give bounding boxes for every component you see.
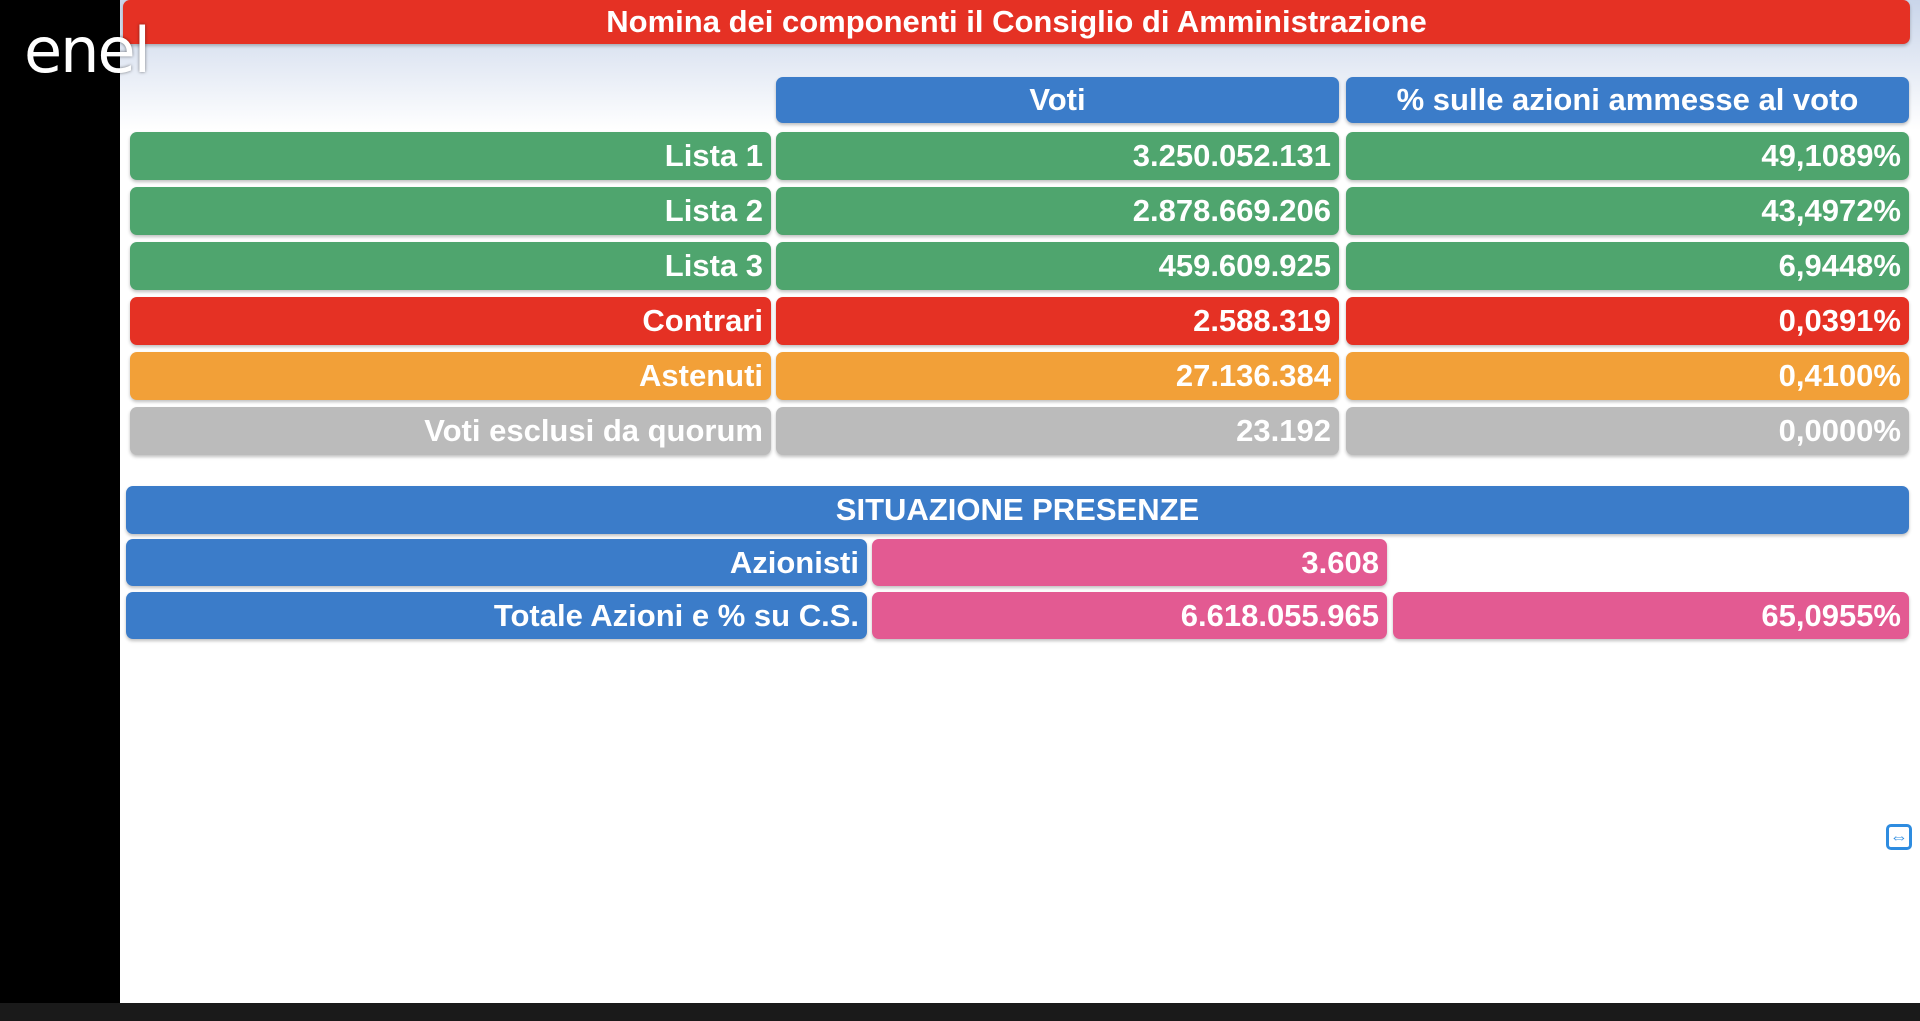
row-percent-lista-1: 49,1089% [1346, 132, 1909, 180]
row-votes-lista-2: 2.878.669.206 [776, 187, 1339, 235]
row-votes-lista-1: 3.250.052.131 [776, 132, 1339, 180]
header-percent: % sulle azioni ammesse al voto [1346, 77, 1909, 123]
total-shares-percent: 65,0955% [1393, 592, 1909, 639]
enel-logo: enel [24, 14, 151, 87]
row-percent-lista-2: 43,4972% [1346, 187, 1909, 235]
row-label-lista-1: Lista 1 [130, 132, 771, 180]
row-votes-contrari: 2.588.319 [776, 297, 1339, 345]
row-votes-lista-3: 459.609.925 [776, 242, 1339, 290]
row-percent-contrari: 0,0391% [1346, 297, 1909, 345]
presence-title: SITUAZIONE PRESENZE [126, 486, 1909, 534]
header-votes: Voti [776, 77, 1339, 123]
row-label-lista-2: Lista 2 [130, 187, 771, 235]
shareholders-value: 3.608 [872, 539, 1387, 586]
row-votes-astenuti: 27.136.384 [776, 352, 1339, 400]
row-label-astenuti: Astenuti [130, 352, 771, 400]
total-shares-value: 6.618.055.965 [872, 592, 1387, 639]
total-shares-label: Totale Azioni e % su C.S. [126, 592, 867, 639]
row-percent-astenuti: 0,4100% [1346, 352, 1909, 400]
shareholders-label: Azionisti [126, 539, 867, 586]
row-label-lista-3: Lista 3 [130, 242, 771, 290]
row-percent-lista-3: 6,9448% [1346, 242, 1909, 290]
row-label-contrari: Contrari [130, 297, 771, 345]
page-title: Nomina dei componenti il Consiglio di Am… [123, 0, 1910, 44]
row-label-voti-esclusi: Voti esclusi da quorum [130, 407, 771, 455]
teamviewer-icon[interactable]: ⇔ [1886, 824, 1912, 850]
bottom-bar [0, 1003, 1920, 1021]
row-votes-voti-esclusi: 23.192 [776, 407, 1339, 455]
row-percent-voti-esclusi: 0,0000% [1346, 407, 1909, 455]
